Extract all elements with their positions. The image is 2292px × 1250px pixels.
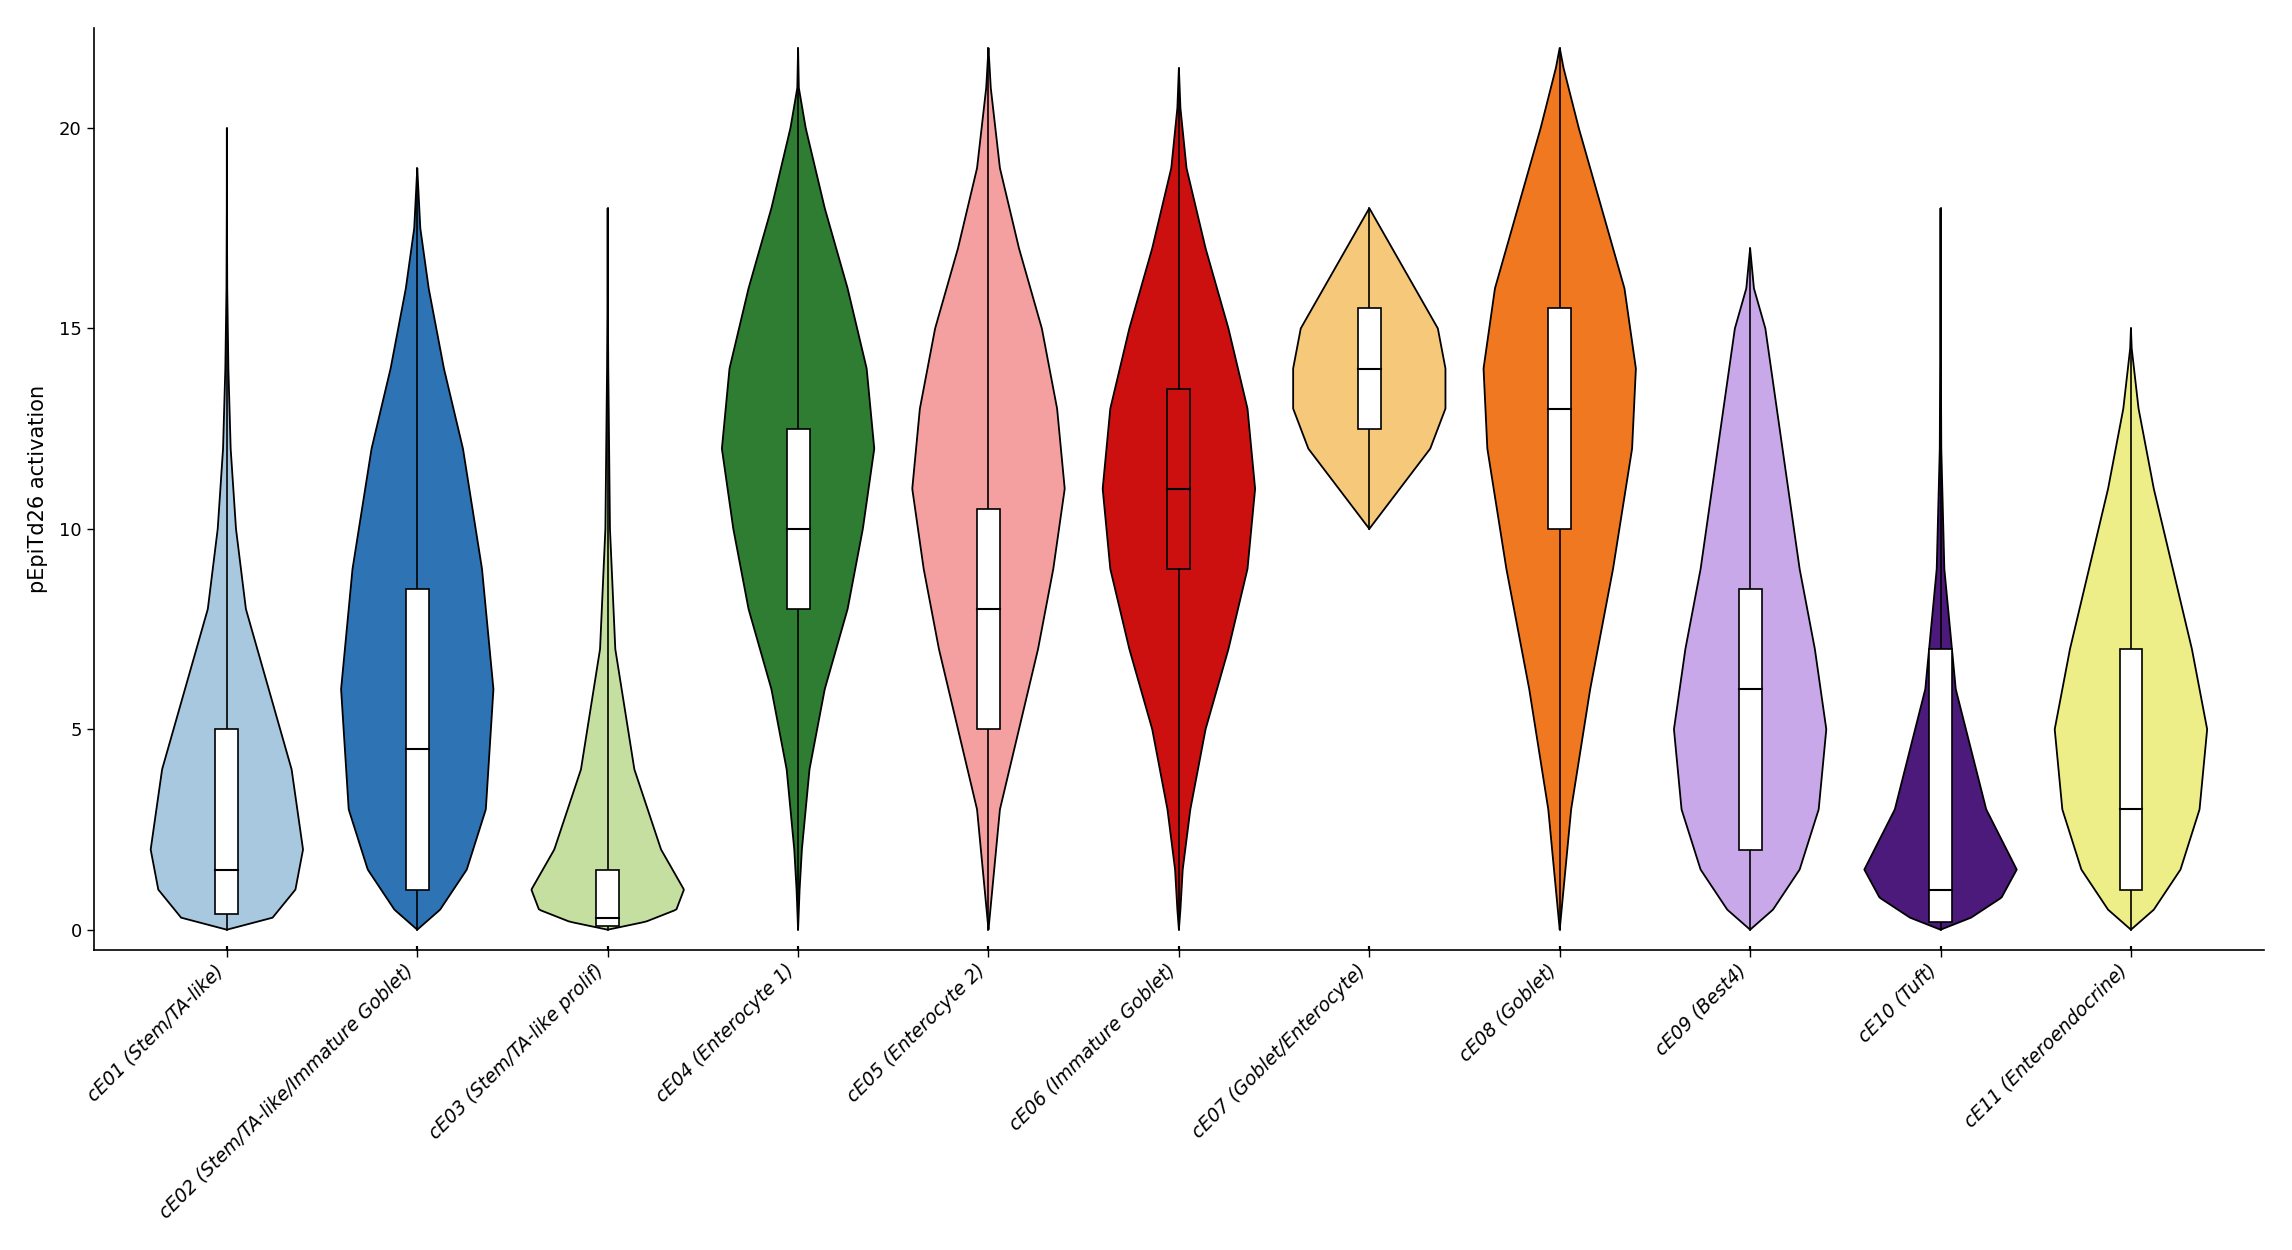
Bar xyxy=(1357,309,1380,429)
Polygon shape xyxy=(532,209,683,930)
Bar xyxy=(1930,649,1953,921)
Polygon shape xyxy=(912,48,1066,930)
Bar xyxy=(2120,649,2143,890)
Polygon shape xyxy=(1673,249,1827,930)
Bar xyxy=(1549,309,1570,529)
Polygon shape xyxy=(1863,209,2017,930)
Bar xyxy=(786,429,809,609)
Bar xyxy=(406,589,429,890)
Polygon shape xyxy=(1293,209,1446,529)
Bar xyxy=(976,509,999,729)
Polygon shape xyxy=(1102,68,1256,930)
Bar xyxy=(215,729,238,914)
Polygon shape xyxy=(722,48,873,930)
Bar xyxy=(596,870,619,926)
Polygon shape xyxy=(151,127,303,930)
Polygon shape xyxy=(2054,329,2207,930)
Y-axis label: pEpiTd26 activation: pEpiTd26 activation xyxy=(28,385,48,592)
Bar xyxy=(1740,589,1763,850)
Bar xyxy=(1167,389,1190,569)
Polygon shape xyxy=(1483,48,1636,930)
Polygon shape xyxy=(342,168,493,930)
